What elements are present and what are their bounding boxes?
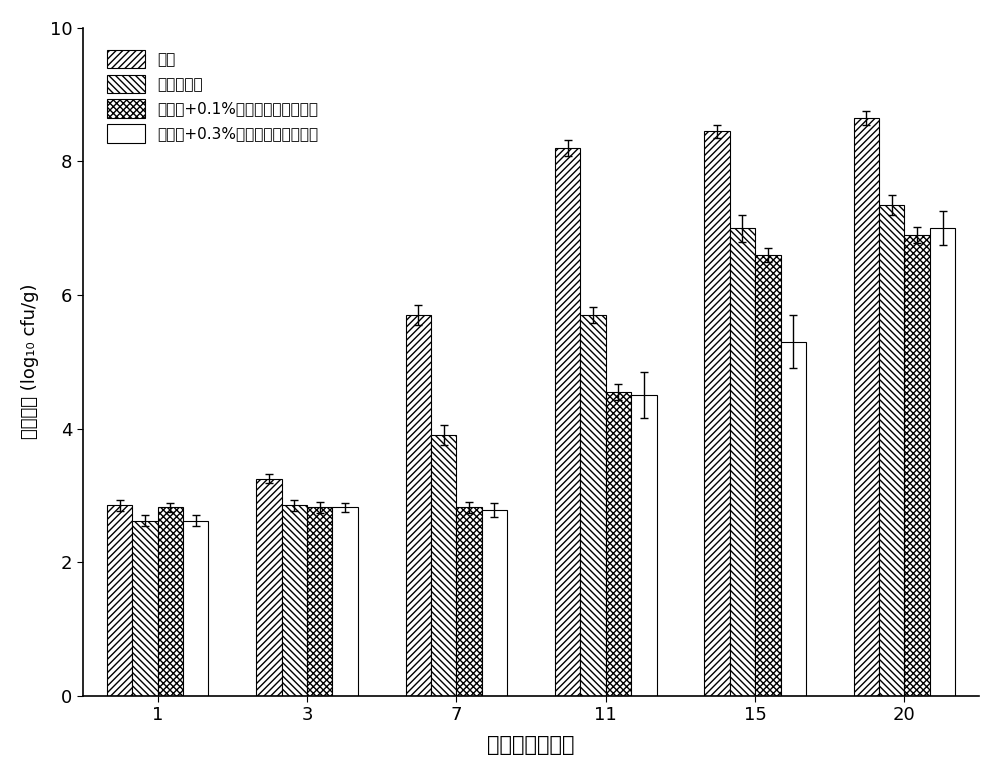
Bar: [631, 395, 657, 695]
Legend: 对照, 壳聚糖涂膜, 壳聚糖+0.1%月桂酸单甘油酯涂膜, 壳聚糖+0.3%月桂酸单甘油酯涂膜: 对照, 壳聚糖涂膜, 壳聚糖+0.1%月桂酸单甘油酯涂膜, 壳聚糖+0.3%月桂…: [100, 42, 326, 151]
X-axis label: 贯藏时间（天）: 贯藏时间（天）: [487, 735, 575, 755]
Bar: [307, 508, 332, 695]
Bar: [332, 508, 358, 695]
Bar: [482, 510, 507, 695]
Bar: [282, 505, 307, 695]
Bar: [406, 315, 431, 695]
Bar: [755, 255, 781, 695]
Bar: [580, 315, 606, 695]
Bar: [781, 341, 806, 695]
Bar: [158, 508, 183, 695]
Bar: [256, 479, 282, 695]
Bar: [107, 505, 132, 695]
Bar: [854, 118, 879, 695]
Bar: [879, 205, 904, 695]
Bar: [132, 521, 158, 695]
Bar: [183, 521, 208, 695]
Bar: [431, 435, 456, 695]
Bar: [456, 508, 482, 695]
Bar: [930, 228, 955, 695]
Bar: [704, 131, 730, 695]
Bar: [730, 228, 755, 695]
Bar: [555, 148, 580, 695]
Bar: [606, 392, 631, 695]
Bar: [904, 235, 930, 695]
Y-axis label: 假单胞菌 (log₁₀ cfu/g): 假单胞菌 (log₁₀ cfu/g): [21, 284, 39, 439]
